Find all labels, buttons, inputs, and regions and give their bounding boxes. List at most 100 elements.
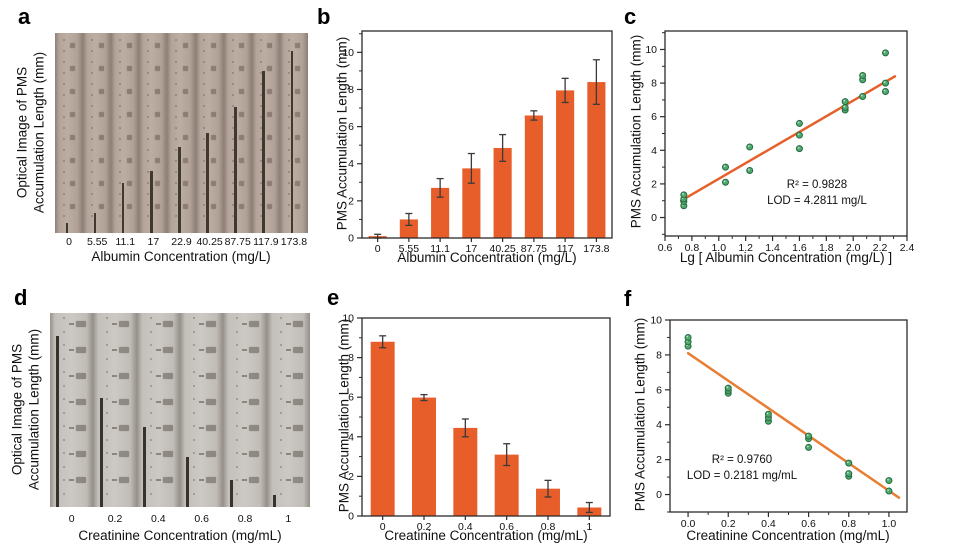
scatter-point — [746, 166, 754, 174]
ruler-mark — [211, 66, 216, 71]
x-tick-label: 0 — [380, 521, 386, 533]
ruler-dot — [287, 72, 290, 74]
panel-a-x-axis-label: Albumin Concentration (mg/L) — [91, 249, 271, 264]
pms-accumulation-line — [262, 71, 265, 233]
test-strip — [139, 33, 168, 233]
y-tick-label: 6 — [656, 384, 662, 396]
ruler-dot — [147, 105, 150, 107]
panel-c-r-squared: R² = 0.9828 — [786, 179, 848, 191]
ruler-dot — [259, 160, 262, 162]
ruler-number-mark — [292, 373, 303, 379]
ruler-dot — [287, 105, 290, 107]
ruler-mark — [70, 43, 76, 48]
ruler-dot — [192, 371, 195, 373]
y-tick-label: 4 — [656, 419, 662, 431]
ruler-dot — [147, 72, 150, 74]
ruler-dot — [236, 465, 239, 468]
panel-a-optical-image — [55, 33, 308, 233]
ruler-mark — [126, 89, 132, 94]
ruler-dot — [287, 94, 290, 96]
ruler-dash — [155, 427, 161, 429]
ruler-dot — [149, 344, 152, 346]
ruler-dot — [175, 160, 178, 162]
scatter-point-highlight — [887, 478, 889, 481]
ruler-mark — [98, 135, 104, 140]
photo-tick-label: 117.9 — [253, 236, 279, 248]
ruler-mark — [154, 89, 160, 94]
x-tick-label: 0.6 — [658, 242, 673, 254]
x-tick-label: 0.4 — [761, 518, 776, 530]
x-tick-label: 0.6 — [499, 521, 514, 533]
ruler-dot — [231, 204, 234, 206]
ruler-dot — [106, 465, 109, 468]
panel-f-scatter-chart: 0.0 0.2 0.4 0.6 0.8 1.0 0 2 4 6 8 10 — [650, 315, 908, 530]
panel-d-optical-image — [50, 313, 310, 507]
ruler-dot — [279, 344, 282, 346]
ruler-dot — [259, 83, 262, 85]
ruler-dot — [259, 127, 262, 129]
ruler-number-mark — [162, 451, 173, 457]
pms-accumulation-line — [290, 51, 294, 233]
ruler-dot — [62, 317, 65, 319]
pms-accumulation-line — [273, 495, 277, 507]
ruler-dot — [192, 357, 195, 360]
ruler-dot — [149, 465, 152, 468]
ruler-dot — [279, 371, 282, 373]
y-axis-ticks: 0 2 4 6 8 10 — [645, 32, 665, 235]
ruler-dot — [106, 371, 109, 373]
ruler-dot — [203, 94, 206, 96]
panel-f-fit-annotation: R² = 0.9760 LOD = 0.2181 mg/mL — [652, 453, 832, 484]
ruler-dot — [279, 465, 282, 468]
scatter-point — [881, 79, 889, 87]
ruler-dot — [149, 371, 152, 373]
x-axis-ticks: 0.6 0.8 1.0 1.2 1.4 1.6 1.8 2.0 2.2 2.4 — [658, 236, 914, 254]
ruler-mark — [239, 112, 245, 117]
ruler-dot — [147, 61, 150, 63]
ruler-dash — [112, 401, 118, 403]
ruler-dot — [149, 425, 152, 427]
plot-frame — [664, 30, 908, 237]
test-strip — [111, 33, 140, 233]
ruler-dot — [62, 465, 65, 468]
scatter-point-highlight — [686, 335, 689, 338]
ruler-dash — [199, 479, 205, 481]
ruler-dot — [236, 411, 239, 414]
ruler-dot — [236, 330, 239, 333]
panel-d-letter: d — [14, 285, 28, 310]
panel-c-y-axis-label: PMS Accumulation Length (mm) — [628, 34, 644, 229]
ruler-number-mark — [205, 399, 216, 405]
ruler-dash — [285, 401, 291, 403]
ruler-dash — [199, 323, 205, 325]
ruler-dot — [279, 357, 282, 360]
ruler-dash — [242, 427, 248, 429]
ruler-dot — [62, 452, 65, 454]
ruler-dot — [62, 83, 65, 85]
ruler-dot — [90, 138, 93, 140]
ruler-dot — [231, 105, 234, 107]
ruler-dash — [155, 479, 161, 481]
ruler-dot — [62, 204, 65, 206]
ruler-dot — [147, 83, 150, 85]
scatter-point-highlight — [843, 105, 846, 108]
ruler-number-mark — [119, 373, 130, 379]
ruler-mark — [211, 89, 216, 94]
ruler-mark — [182, 135, 188, 140]
test-strip — [266, 313, 310, 507]
panel-a-ylabel-line1: Optical Image of PMS — [14, 66, 30, 199]
scatter-point — [746, 143, 754, 151]
ruler-dot — [287, 116, 290, 118]
ruler-dot — [106, 425, 109, 427]
ruler-dot — [149, 330, 152, 333]
x-tick-label: 1.6 — [792, 242, 807, 254]
ruler-dot — [259, 149, 262, 151]
ruler-dot — [62, 425, 65, 427]
ruler-dot — [192, 344, 195, 346]
ruler-dash — [69, 427, 75, 429]
ruler-dot — [203, 149, 206, 151]
y-tick-label: 2 — [656, 454, 662, 466]
panel-f-x-axis-label: Creatinine Concentration (mg/mL) — [686, 528, 890, 543]
scatter-points-group — [680, 49, 889, 210]
ruler-number-mark — [292, 399, 303, 405]
ruler-mark — [70, 158, 76, 163]
